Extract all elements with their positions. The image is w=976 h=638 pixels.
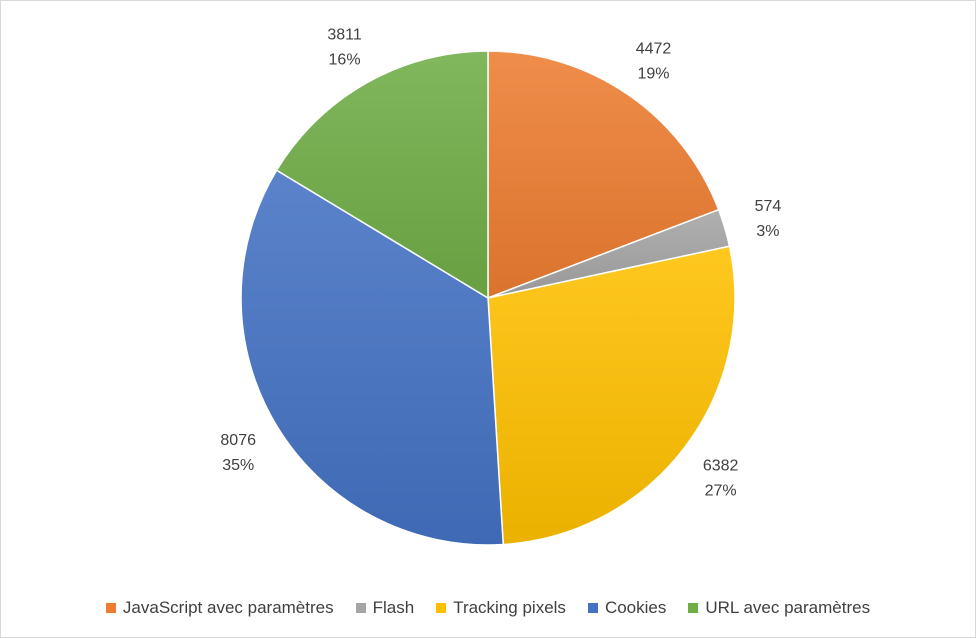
pie-slice-url-avec-parametres (275, 50, 489, 300)
pie-data-labels: 4472 19% 574 3% 6382 27% 8076 35% 3811 16% (220, 27, 781, 500)
legend-label: Tracking pixels (453, 598, 566, 617)
data-label-percent-javascript-avec-parametres: 19% (637, 65, 669, 82)
data-label-percent-flash: 3% (756, 223, 779, 240)
data-label-value-url-avec-parametres: 3811 (327, 27, 362, 44)
pie-slices (240, 50, 736, 546)
legend-item-flash: Flash (355, 598, 415, 618)
data-label-value-tracking-pixels: 6382 (703, 457, 739, 474)
legend-item-url-avec-parametres: URL avec paramètres (688, 598, 870, 618)
legend-label: URL avec paramètres (705, 598, 871, 617)
pie-slice-cookies (240, 169, 505, 546)
pie-slice-tracking-pixels (487, 245, 736, 546)
legend-item-tracking-pixels: Tracking pixels (436, 598, 566, 618)
data-label-percent-cookies: 35% (222, 457, 254, 474)
legend-swatch (105, 603, 116, 613)
legend-item-cookies: Cookies (587, 598, 667, 618)
legend-item-javascript-avec-parametres: JavaScript avec paramètres (105, 598, 334, 618)
legend-swatch (587, 603, 598, 613)
legend-swatch (688, 603, 699, 613)
legend-label: JavaScript avec paramètres (122, 598, 334, 617)
data-label-value-cookies: 8076 (220, 432, 256, 449)
chart-legend: JavaScript avec paramètres Flash Tracking … (0, 598, 976, 618)
legend-label: Flash (372, 598, 415, 617)
legend-label: Cookies (604, 598, 667, 617)
legend-swatch (436, 603, 447, 613)
data-label-percent-tracking-pixels: 27% (705, 482, 737, 499)
legend-swatch (355, 603, 366, 613)
pie-slice-javascript-avec-parametres (487, 50, 720, 300)
data-label-value-javascript-avec-parametres: 4472 (636, 40, 672, 57)
data-label-value-flash: 574 (755, 198, 782, 215)
data-label-percent-url-avec-parametres: 16% (329, 52, 361, 69)
